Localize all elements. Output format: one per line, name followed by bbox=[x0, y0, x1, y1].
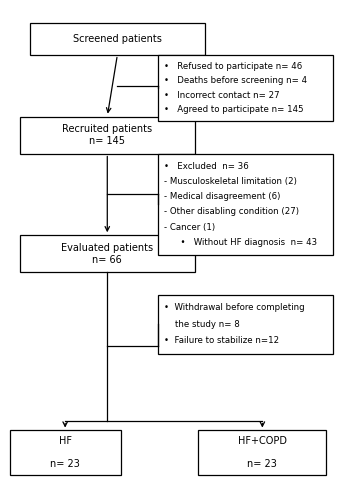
Text: •   Refused to participate n= 46: • Refused to participate n= 46 bbox=[164, 62, 302, 71]
Text: •   Deaths before screening n= 4: • Deaths before screening n= 4 bbox=[164, 76, 307, 86]
Text: Screened patients: Screened patients bbox=[73, 34, 162, 43]
FancyBboxPatch shape bbox=[30, 22, 205, 54]
Text: - Musculoskeletal limitation (2): - Musculoskeletal limitation (2) bbox=[164, 177, 297, 186]
Text: Evaluated patients
n= 66: Evaluated patients n= 66 bbox=[61, 243, 153, 264]
Text: - Other disabling condition (27): - Other disabling condition (27) bbox=[164, 208, 299, 216]
Text: •  Withdrawal before completing: • Withdrawal before completing bbox=[164, 303, 305, 312]
Text: •   Agreed to participate n= 145: • Agreed to participate n= 145 bbox=[164, 105, 304, 114]
Text: •   Incorrect contact n= 27: • Incorrect contact n= 27 bbox=[164, 90, 280, 100]
FancyBboxPatch shape bbox=[20, 235, 195, 272]
Text: - Cancer (1): - Cancer (1) bbox=[164, 222, 215, 232]
Text: •   Excluded  n= 36: • Excluded n= 36 bbox=[164, 162, 249, 170]
FancyBboxPatch shape bbox=[158, 154, 333, 255]
FancyBboxPatch shape bbox=[158, 294, 333, 354]
Text: HF

n= 23: HF n= 23 bbox=[50, 436, 80, 470]
FancyBboxPatch shape bbox=[20, 116, 195, 154]
Text: •  Failure to stabilize n=12: • Failure to stabilize n=12 bbox=[164, 336, 279, 345]
Text: •   Without HF diagnosis  n= 43: • Without HF diagnosis n= 43 bbox=[164, 238, 317, 247]
Text: HF+COPD

n= 23: HF+COPD n= 23 bbox=[238, 436, 287, 470]
Text: - Medical disagreement (6): - Medical disagreement (6) bbox=[164, 192, 280, 201]
Text: the study n= 8: the study n= 8 bbox=[164, 320, 240, 328]
FancyBboxPatch shape bbox=[198, 430, 327, 475]
Text: Recruited patients
n= 145: Recruited patients n= 145 bbox=[62, 124, 152, 146]
FancyBboxPatch shape bbox=[158, 54, 333, 122]
FancyBboxPatch shape bbox=[10, 430, 121, 475]
